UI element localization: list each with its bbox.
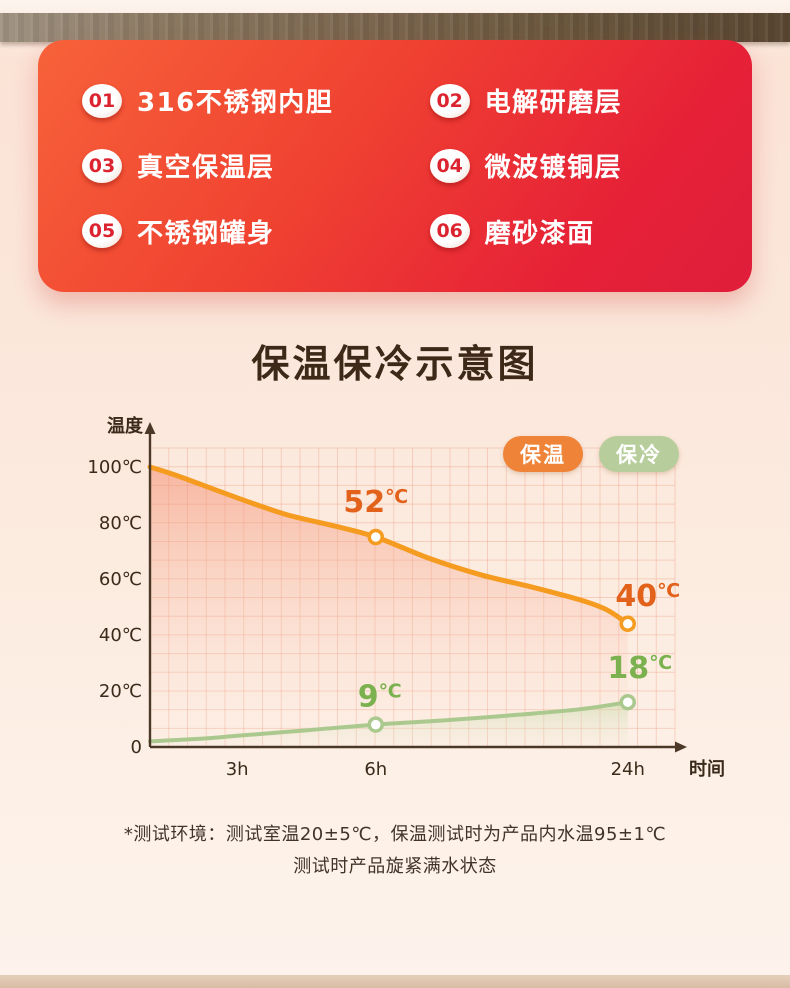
feature-item: 01 316不锈钢内胆 [82,82,430,119]
feature-number-badge: 04 [429,148,470,183]
y-tick-label: 0 [131,737,142,758]
x-axis-title: 时间 [689,759,725,780]
annotation-label: 52℃ [343,485,408,520]
feature-number-badge: 06 [429,214,470,249]
series-marker [619,615,636,633]
feature-number-badge: 01 [82,83,122,118]
series-area-0 [150,467,628,747]
feature-number-badge: 02 [429,83,470,118]
feature-label: 微波镀铜层 [484,153,623,184]
feature-item: 06 磨砂漆面 [429,213,738,250]
series-marker [619,693,636,711]
y-tick-label: 100℃ [87,457,142,478]
footnote-line-1: *测试环境：测试室温20±5℃，保温测试时为产品内水温95±1℃ [123,824,667,845]
x-tick-label: 6h [364,759,387,780]
wood-shelf [0,13,790,42]
legend-pill-1: 保冷 [599,436,679,472]
y-tick-label: 80℃ [99,513,142,534]
x-tick-label: 24h [611,759,645,780]
series-marker [367,528,384,546]
section-title: 保温保冷示意图 [251,342,539,386]
feature-item: 02 电解研磨层 [429,82,738,119]
feature-item: 04 微波镀铜层 [429,147,738,184]
feature-card: 01 316不锈钢内胆 02 电解研磨层 03 真空保温层 04 微波镀铜层 05 不锈钢罐身 06… [38,40,752,292]
annotation-label: 40℃ [615,579,680,614]
temperature-chart: 100℃ 80℃ 60℃ 40℃ 20℃ 0 3h 6h 24h 温度 时间 52℃ 40℃ 9℃ 18℃ … [85,412,745,797]
feature-label: 316不锈钢内胆 [137,88,334,119]
feature-number-badge: 03 [82,148,122,183]
bottom-strip [0,975,790,988]
feature-number-badge: 05 [82,214,122,249]
feature-label: 真空保温层 [137,153,275,184]
series-marker [367,716,384,733]
feature-label: 电解研磨层 [484,88,623,119]
feature-grid: 01 316不锈钢内胆 02 电解研磨层 03 真空保温层 04 微波镀铜层 05 不锈钢罐身 06… [38,40,752,292]
x-tick-label: 3h [226,759,249,780]
chart-legend: 保温 保冷 [503,436,679,472]
annotation-label: 9℃ [358,680,402,715]
feature-label: 不锈钢罐身 [137,218,275,249]
feature-item: 03 真空保温层 [82,147,430,184]
feature-item: 05 不锈钢罐身 [82,213,430,250]
series-line-0 [147,464,631,627]
footnote-line-2: 测试时产品旋紧满水状态 [293,856,497,877]
legend-pill-0: 保温 [503,436,583,472]
y-tick-label: 40℃ [99,625,142,646]
y-axis-title: 温度 [107,415,144,437]
annotation-label: 18℃ [607,651,672,686]
y-axis-arrow-icon [144,422,156,434]
y-tick-label: 20℃ [99,681,142,702]
y-tick-label: 60℃ [99,569,142,590]
x-axis-arrow-icon [675,741,687,753]
feature-label: 磨砂漆面 [484,218,595,249]
